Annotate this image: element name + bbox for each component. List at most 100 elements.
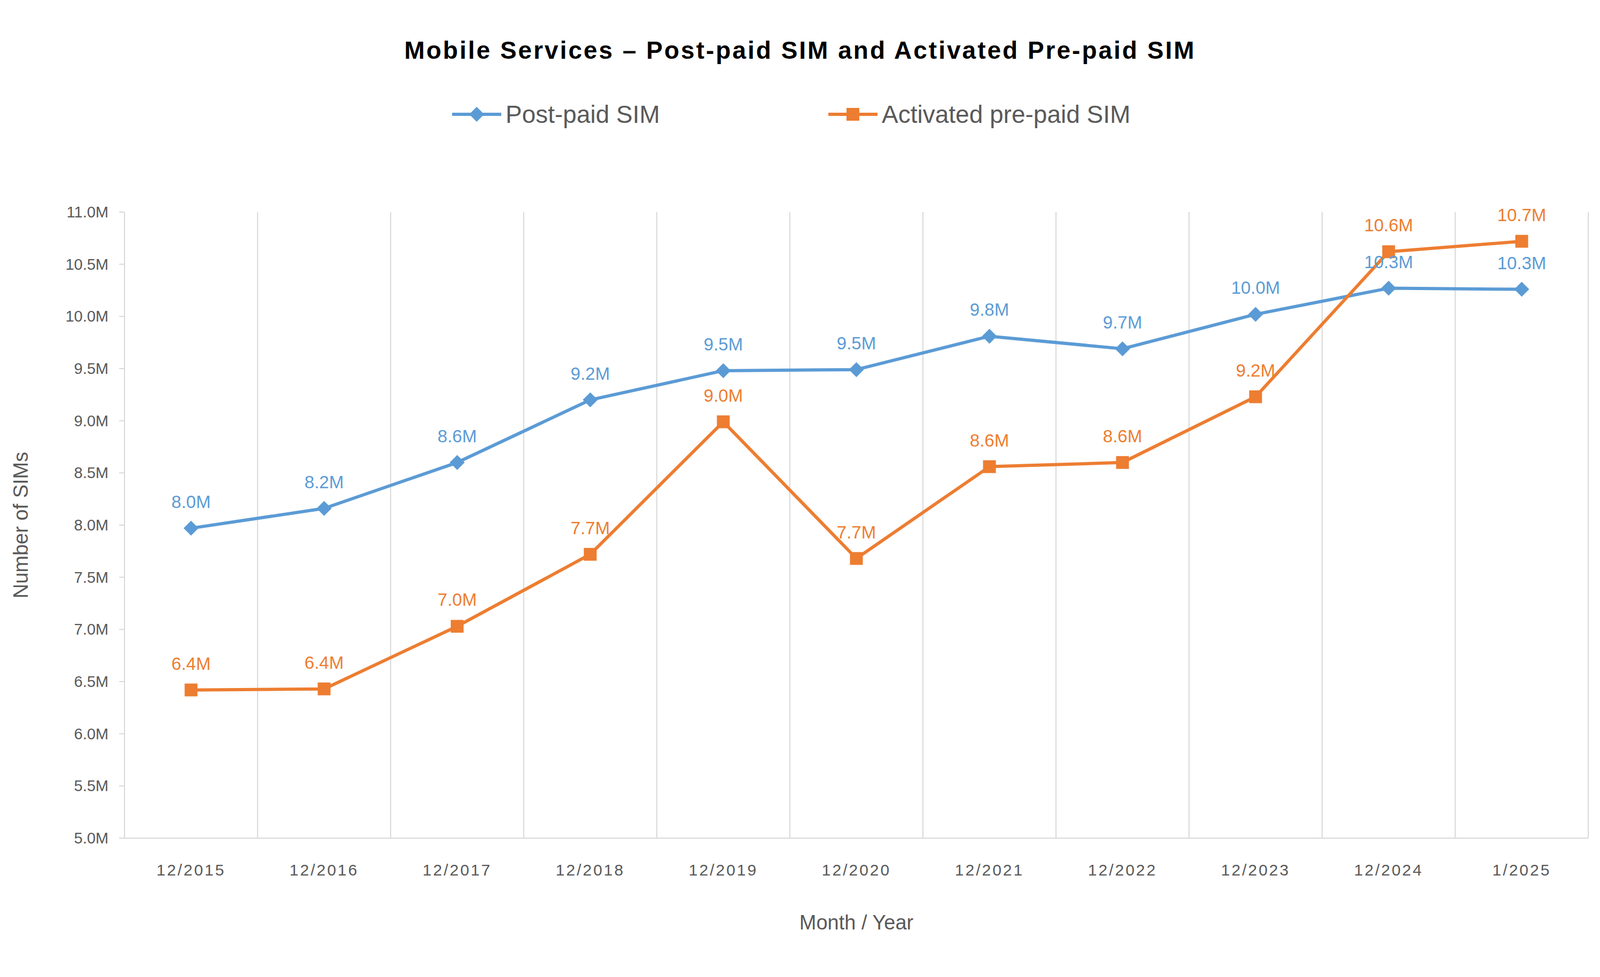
plot-area — [183, 235, 1530, 697]
y-tick — [119, 315, 125, 317]
data-labels: 8.0M 8.2M 8.6M 9.2M 9.5M 9.5M 9.8M 9.7M 10.0M 10.… — [171, 205, 1547, 674]
data-label: 10.7M — [1497, 205, 1547, 225]
chart: Mobile Services – Post-paid SIM and Acti… — [0, 0, 1600, 977]
marker — [1514, 282, 1530, 298]
marker — [183, 521, 199, 537]
x-tick-label: 12/2023 — [1221, 861, 1291, 880]
data-label: 6.4M — [171, 654, 211, 674]
y-tick — [119, 785, 125, 787]
marker — [583, 392, 598, 408]
x-tick-label: 12/2019 — [688, 861, 758, 880]
data-label: 9.8M — [969, 299, 1009, 320]
y-tick — [119, 837, 125, 840]
y-tick — [119, 368, 125, 370]
grid-line — [1188, 212, 1190, 839]
data-label: 9.5M — [703, 334, 743, 355]
y-tick-label: 7.5M — [74, 569, 109, 587]
y-tick — [119, 263, 125, 266]
y-axis-title: Number of SIMs — [9, 452, 33, 600]
grid-line — [1055, 212, 1057, 839]
x-tick-label: 12/2016 — [289, 861, 359, 880]
y-tick-label: 10.0M — [65, 307, 109, 325]
x-tick-label: 1/2025 — [1492, 861, 1552, 880]
y-tick-label: 9.0M — [74, 412, 109, 430]
marker — [1249, 390, 1263, 404]
data-label: 8.2M — [304, 472, 344, 493]
data-label: 9.2M — [1236, 360, 1276, 381]
marker — [983, 460, 997, 474]
series-line — [191, 241, 1522, 691]
marker — [1116, 456, 1130, 470]
grid-line — [1321, 212, 1323, 839]
data-label: 8.0M — [171, 492, 211, 512]
x-tick-label: 12/2017 — [422, 861, 492, 880]
legend-label: Post-paid SIM — [505, 100, 660, 129]
y-tick-label: 5.5M — [74, 777, 109, 795]
y-tick — [119, 577, 125, 579]
x-axis-title: Month / Year — [799, 911, 914, 935]
plot-frame — [1587, 212, 1589, 839]
x-tick-label: 12/2024 — [1354, 861, 1424, 880]
data-label: 7.7M — [836, 522, 876, 543]
data-label: 10.6M — [1364, 215, 1414, 236]
data-label: 10.0M — [1231, 277, 1281, 298]
data-label: 6.4M — [304, 653, 344, 673]
y-tick-label: 9.5M — [74, 360, 109, 378]
y-tick — [119, 733, 125, 735]
x-axis-line — [124, 837, 1589, 840]
grid-line — [1454, 212, 1456, 839]
marker — [451, 619, 464, 633]
legend-label: Activated pre-paid SIM — [881, 100, 1131, 129]
title: Mobile Services – Post-paid SIM and Acti… — [404, 36, 1196, 65]
marker — [584, 548, 597, 562]
y-tick-label: 10.5M — [65, 255, 109, 274]
y-tick-label: 11.0M — [66, 203, 109, 221]
marker — [849, 362, 865, 378]
legend-marker — [846, 107, 860, 121]
marker — [449, 455, 465, 471]
y-tick-label: 5.0M — [74, 829, 109, 848]
marker — [1381, 281, 1397, 297]
marker — [1115, 341, 1131, 357]
data-label: 9.0M — [703, 385, 743, 406]
y-tick-label: 6.0M — [74, 725, 109, 743]
grid-line — [922, 212, 924, 839]
marker — [1248, 306, 1264, 322]
x-tick-label: 12/2020 — [821, 861, 891, 880]
y-tick-label: 8.0M — [74, 516, 109, 534]
y-tick — [119, 211, 125, 213]
data-label: 9.5M — [836, 333, 876, 354]
data-label: 8.6M — [437, 426, 477, 447]
grid-line — [789, 212, 791, 839]
data-label: 10.3M — [1364, 252, 1414, 273]
y-tick — [119, 472, 125, 474]
marker — [716, 363, 732, 379]
y-tick — [119, 420, 125, 422]
data-label: 8.6M — [969, 430, 1009, 451]
x-tick-label: 12/2018 — [555, 861, 625, 880]
grid-line — [257, 212, 259, 839]
y-tick-label: 6.5M — [74, 673, 109, 691]
grid-line — [656, 212, 658, 839]
marker — [717, 415, 730, 429]
x-tick-label: 12/2021 — [954, 861, 1024, 880]
y-tick-label: 8.5M — [74, 464, 109, 482]
y-tick — [119, 628, 125, 631]
x-tick-label: 12/2015 — [156, 861, 226, 880]
grid-line — [390, 212, 392, 839]
legend-marker — [469, 106, 485, 122]
grid-line — [523, 212, 525, 839]
data-label: 10.3M — [1497, 253, 1547, 274]
legend: Post-paid SIM Activated pre-paid SIM — [452, 100, 1131, 129]
marker — [850, 552, 864, 566]
y-tick-label: 7.0M — [74, 620, 109, 639]
x-tick-label: 12/2022 — [1088, 861, 1157, 880]
marker — [317, 682, 331, 696]
y-tick — [119, 681, 125, 683]
marker — [184, 684, 198, 697]
marker — [1515, 235, 1529, 248]
data-label: 8.6M — [1103, 426, 1143, 447]
marker — [982, 328, 998, 344]
data-label: 9.7M — [1103, 312, 1143, 333]
marker — [316, 501, 332, 517]
